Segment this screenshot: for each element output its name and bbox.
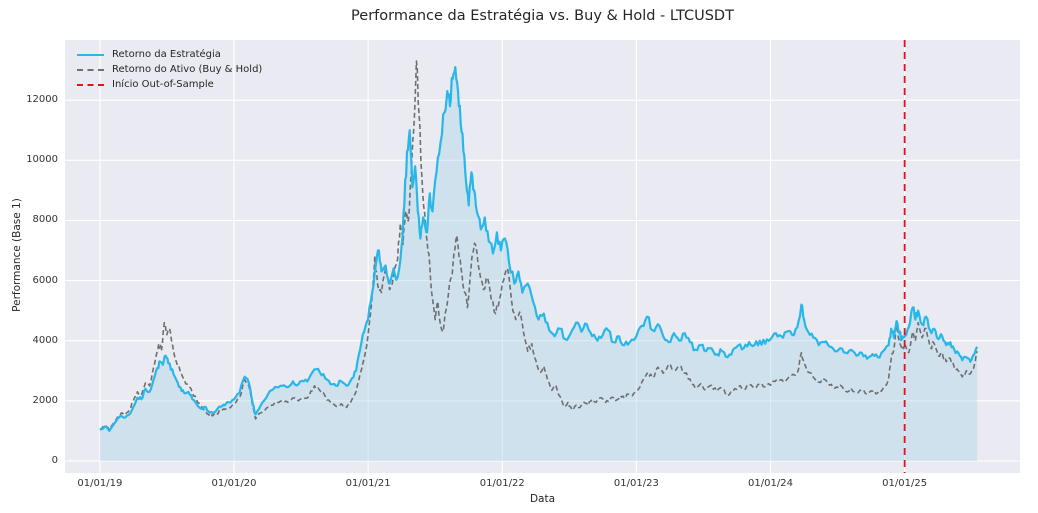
x-axis-label: Data [529, 493, 556, 505]
strategy-line [99, 66, 979, 432]
buyhold-line-swatch-icon [77, 68, 104, 71]
y-tick-label: 6000 [32, 274, 58, 286]
legend-item-oos: Início Out-of-Sample [77, 77, 262, 92]
x-tick-label: 01/01/24 [748, 478, 793, 489]
x-tick-label: 01/01/23 [613, 478, 659, 489]
legend-label-oos: Início Out-of-Sample [112, 79, 214, 90]
plot-canvas [65, 40, 1020, 473]
y-tick-label: 8000 [32, 214, 58, 226]
x-tick-label: 01/01/22 [479, 478, 525, 489]
legend-item-strategy: Retorno da Estratégia [77, 47, 262, 62]
strategy-line-swatch-icon [77, 53, 104, 56]
oos-line-swatch-icon [77, 83, 104, 86]
y-tick-label: 12000 [26, 94, 58, 106]
chart-title: Performance da Estratégia vs. Buy & Hold… [351, 8, 734, 24]
y-tick-label: 0 [51, 454, 58, 466]
strategy-area-fill [99, 67, 978, 461]
legend-label-buyhold: Retorno do Ativo (Buy & Hold) [112, 64, 263, 75]
legend-label-strategy: Retorno da Estratégia [112, 49, 221, 60]
plot-area: Retorno da Estratégia Retorno do Ativo (… [65, 40, 1020, 473]
x-tick-label: 01/01/20 [211, 478, 257, 489]
buyhold-line [99, 60, 978, 431]
y-tick-label: 4000 [32, 334, 58, 346]
x-tick-label: 01/01/25 [882, 478, 928, 489]
x-tick-label: 01/01/21 [345, 478, 391, 489]
y-tick-label: 10000 [26, 154, 58, 166]
x-tick-label: 01/01/19 [77, 478, 123, 489]
y-tick-label: 2000 [32, 394, 58, 406]
legend-item-buyhold: Retorno do Ativo (Buy & Hold) [77, 62, 262, 77]
legend: Retorno da Estratégia Retorno do Ativo (… [73, 45, 266, 94]
